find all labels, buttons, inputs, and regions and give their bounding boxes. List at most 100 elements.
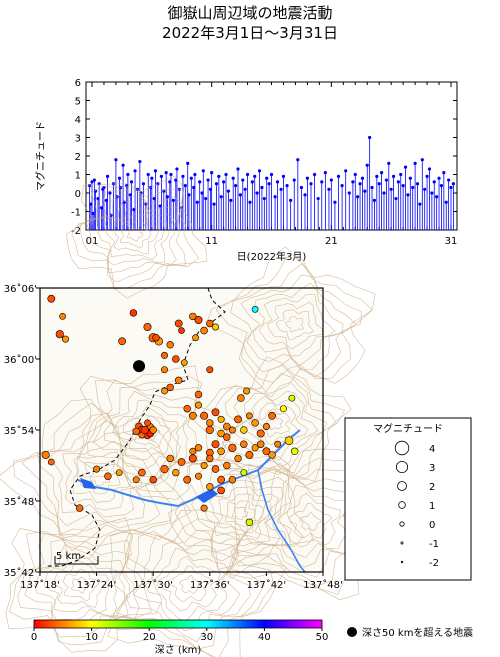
epicenter-marker — [180, 359, 188, 366]
epicenter-marker — [194, 315, 203, 324]
mt-event-point — [141, 182, 146, 186]
mt-event-point — [279, 187, 283, 191]
mt-event-point — [303, 193, 307, 197]
mt-event-point — [117, 176, 122, 180]
mt-y-tick-label: 0 — [75, 189, 81, 200]
mt-event-point — [229, 198, 233, 202]
mt-event-point — [437, 176, 441, 180]
epicenter-marker — [195, 401, 203, 409]
mt-event-point — [231, 176, 235, 180]
epicenter-marker — [189, 447, 197, 455]
mt-event-point — [159, 174, 163, 178]
topo-contour-line — [252, 282, 344, 366]
mt-event-point — [435, 195, 439, 199]
size-legend-label: 4 — [429, 444, 435, 455]
mt-y-tick-label: 2 — [75, 152, 81, 163]
epicenter-marker — [140, 425, 149, 435]
mt-event-point — [189, 176, 193, 180]
mt-event-point — [233, 184, 238, 188]
epicenter-marker — [200, 411, 209, 420]
epicenter-marker — [183, 405, 191, 413]
topo-contour-line — [87, 194, 178, 274]
epicenter-marker — [228, 476, 237, 484]
mt-event-point — [358, 182, 362, 186]
mt-event-point — [92, 178, 96, 182]
epicenter-marker — [240, 426, 248, 434]
mt-event-point — [257, 169, 262, 173]
mt-y-tick-label: -2 — [71, 226, 81, 237]
epicenter-marker — [200, 461, 208, 469]
epicenter-marker — [178, 327, 185, 334]
colorbar-tick-label: 20 — [143, 632, 156, 643]
mt-event-point — [150, 176, 154, 180]
size-legend-label: -1 — [429, 539, 439, 550]
epicenter-marker — [166, 383, 174, 392]
mt-event-point — [327, 187, 331, 191]
epicenter-marker — [206, 483, 214, 491]
epicenter-marker — [262, 447, 271, 456]
reservoir — [80, 478, 96, 489]
epicenter-marker — [206, 419, 214, 427]
mt-event-point — [198, 180, 202, 184]
mt-event-point — [344, 169, 348, 173]
topo-contour-line — [87, 379, 210, 486]
reservoir-2 — [196, 489, 218, 503]
deep-event-legend-label: 深さ50 kmを超える地震 — [362, 626, 473, 639]
map-y-tick-label: 35˚54' — [4, 425, 37, 437]
mt-event-point — [296, 158, 300, 162]
epicenter-marker — [234, 454, 242, 463]
topo-contour-line — [254, 476, 358, 568]
deep-event-legend-marker — [347, 627, 357, 637]
mt-event-point — [238, 193, 242, 197]
epicenter-marker — [152, 334, 160, 342]
mt-event-point — [146, 172, 150, 177]
deep-event-marker — [133, 360, 146, 373]
topo-contour-line — [258, 294, 336, 357]
depth-colorbar — [33, 619, 323, 629]
mt-x-tick-label: 31 — [445, 236, 458, 247]
mt-event-point — [181, 174, 185, 178]
epicenter-marker — [245, 412, 253, 420]
mt-event-point — [219, 195, 223, 199]
mt-event-point — [329, 178, 333, 182]
mt-event-point — [375, 174, 379, 178]
size-legend-symbol — [399, 521, 405, 527]
mt-event-point — [413, 161, 417, 165]
epicenter-marker — [217, 475, 225, 484]
mt-event-point — [423, 187, 427, 191]
epicenter-marker — [175, 376, 183, 384]
epicenter-marker — [223, 433, 231, 441]
epicenter-marker — [132, 476, 140, 484]
epicenter-marker — [172, 355, 180, 363]
map-x-tick-label: 137˚36' — [190, 579, 230, 591]
epicenter-marker — [268, 411, 276, 420]
topo-contour-line — [17, 532, 140, 638]
epicenter-marker — [194, 444, 203, 452]
epicenter-marker — [245, 450, 254, 459]
mt-event-point — [201, 169, 205, 173]
mt-event-point — [403, 165, 408, 169]
mt-event-point — [336, 174, 341, 178]
epicenter-marker — [251, 444, 259, 452]
mt-x-axis-label: 日(2022年3月) — [237, 250, 307, 263]
mt-event-point — [285, 184, 289, 188]
epicenter-marker — [217, 429, 225, 438]
topo-contour-line — [287, 502, 333, 539]
topo-contour-line — [76, 365, 232, 501]
mt-y-axis-label: マグニチュード — [34, 121, 47, 191]
mt-event-point — [368, 135, 372, 140]
mt-event-point — [444, 200, 448, 204]
colorbar-tick-label: 10 — [85, 632, 98, 643]
topo-contour-line — [12, 402, 177, 551]
map-x-tick-label: 137˚24' — [77, 579, 117, 591]
topo-contour-line — [66, 175, 208, 299]
mt-event-point — [442, 171, 446, 175]
epicenter-marker — [166, 341, 174, 349]
mt-event-point — [102, 185, 106, 190]
epicenter-marker — [228, 426, 236, 434]
mt-event-point — [122, 200, 126, 204]
mt-event-point — [273, 195, 277, 199]
epicenter-marker — [75, 504, 84, 512]
mt-event-point — [432, 180, 436, 184]
size-legend-symbol — [397, 481, 407, 491]
